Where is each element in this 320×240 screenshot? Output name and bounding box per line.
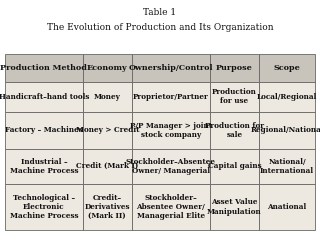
Text: Production for
sale: Production for sale (205, 122, 264, 139)
Text: Scope: Scope (274, 64, 300, 72)
Text: Handicraft–hand tools: Handicraft–hand tools (0, 93, 89, 101)
Text: The Evolution of Production and Its Organization: The Evolution of Production and Its Orga… (47, 23, 273, 32)
Text: Purpose: Purpose (216, 64, 253, 72)
Text: Economy: Economy (87, 64, 128, 72)
Text: Credit–
Derivatives
(Mark II): Credit– Derivatives (Mark II) (84, 194, 130, 220)
Text: Money > Credit: Money > Credit (76, 126, 139, 134)
Text: Factory – Machines: Factory – Machines (5, 126, 83, 134)
Text: Stockholder–Absentee
Owner/ Managerial: Stockholder–Absentee Owner/ Managerial (126, 158, 216, 175)
Text: Capital gains: Capital gains (208, 162, 261, 170)
Text: Credit (Mark I): Credit (Mark I) (76, 162, 139, 170)
Text: Ownership/Control: Ownership/Control (129, 64, 213, 72)
Text: Technological –
Electronic
Machine Process: Technological – Electronic Machine Proce… (10, 194, 78, 220)
Text: Money: Money (94, 93, 121, 101)
Text: Asset Value
Manipulation: Asset Value Manipulation (207, 198, 262, 216)
Text: Table 1: Table 1 (143, 8, 177, 18)
Text: Stockholder–
Absentee Owner/
Managerial Elite: Stockholder– Absentee Owner/ Managerial … (137, 194, 205, 220)
Text: Regional/National: Regional/National (250, 126, 320, 134)
Text: Production Method: Production Method (0, 64, 87, 72)
Text: Industrial –
Machine Process: Industrial – Machine Process (10, 158, 78, 175)
Text: Production
for use: Production for use (212, 88, 257, 105)
Text: Local/Regional: Local/Regional (257, 93, 317, 101)
Text: P/P Manager > joint
stock company: P/P Manager > joint stock company (130, 122, 212, 139)
Text: Anational: Anational (268, 203, 307, 211)
Text: National/
International: National/ International (260, 158, 314, 175)
Text: Proprietor/Partner: Proprietor/Partner (133, 93, 209, 101)
